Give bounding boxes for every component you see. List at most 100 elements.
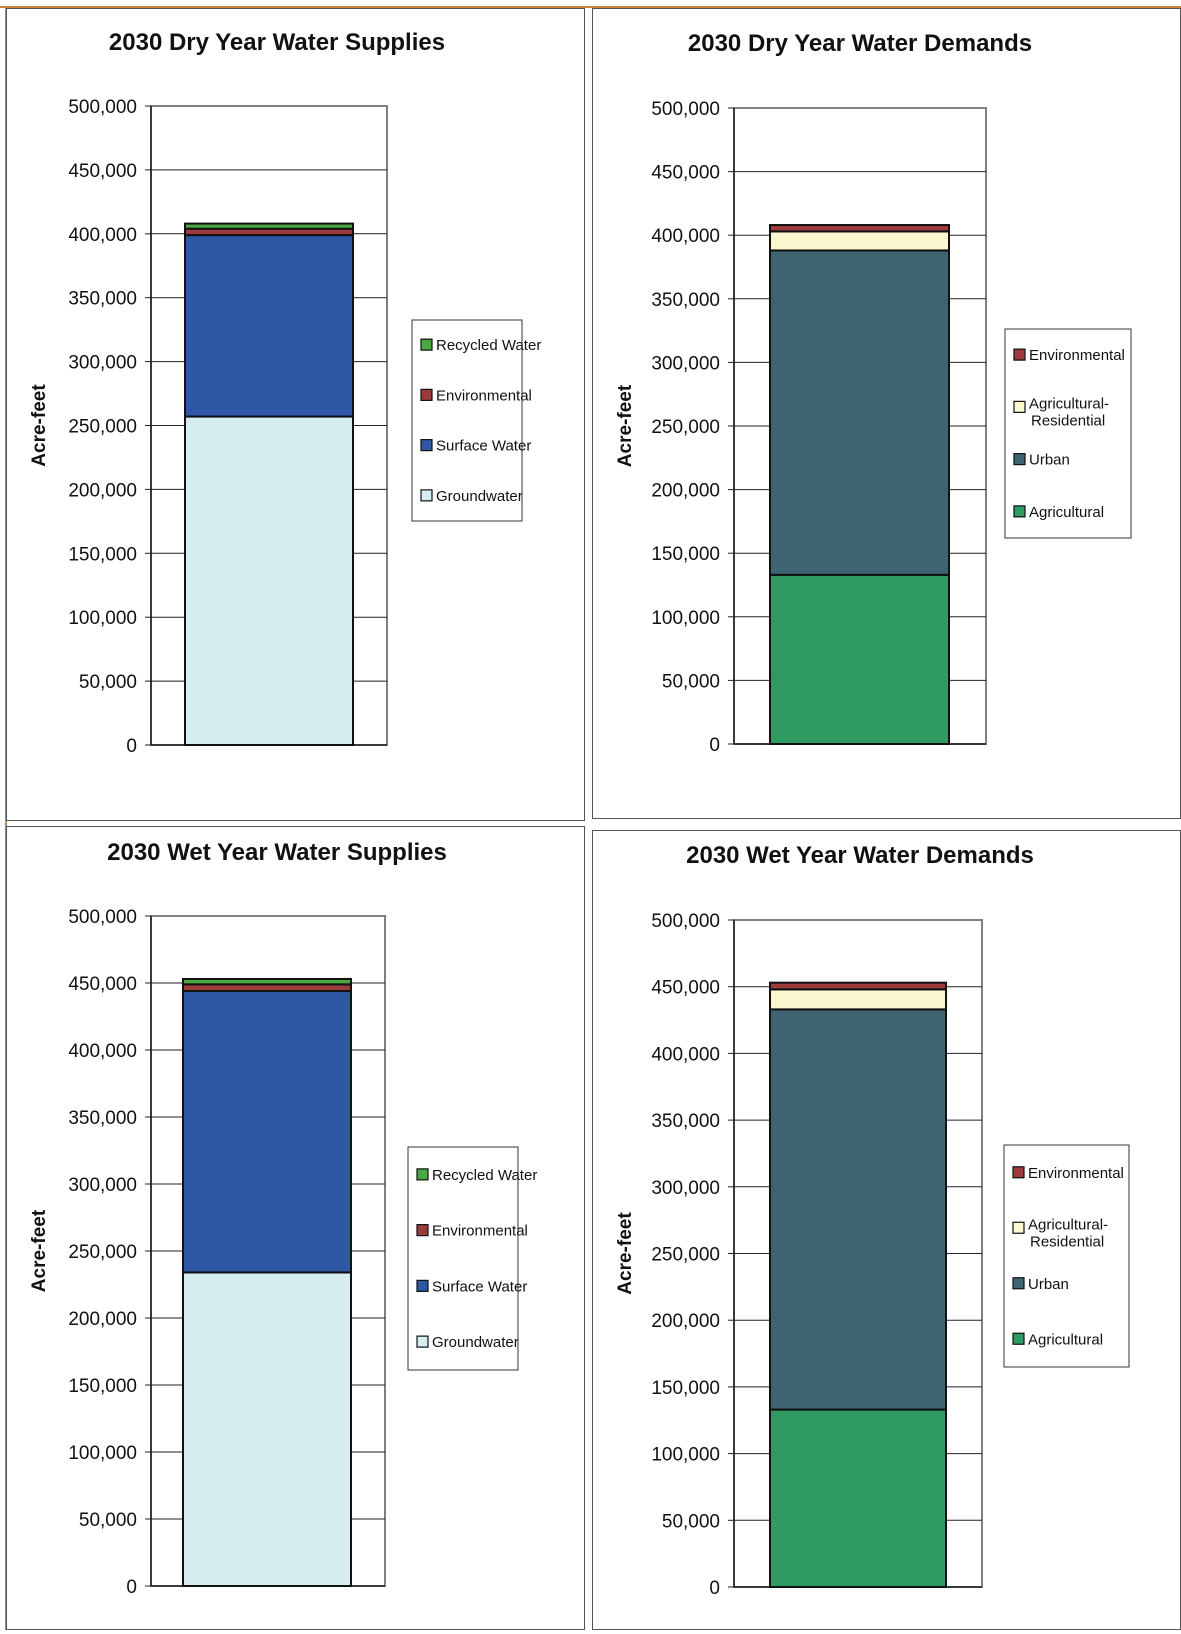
legend-swatch-agricultural (1013, 505, 1026, 518)
y-tick-label: 350,000 (651, 290, 720, 311)
legend-label-surface-water: Surface Water (436, 438, 531, 455)
y-tick-label: 400,000 (651, 226, 720, 247)
y-axis-label: Acre-feet (29, 1209, 50, 1292)
y-tick-label: 150,000 (68, 544, 137, 565)
legend: Environmental Agricultural-Residential Urb… (1003, 1144, 1130, 1368)
legend-label-environmental: Environmental (432, 1223, 528, 1240)
y-axis-label: Acre-feet (615, 384, 636, 467)
chart-wet-supplies: 2030 Wet Year Water Supplies 0 50,000 100,0… (29, 839, 537, 1598)
y-tick-label: 250,000 (651, 417, 720, 438)
bar-segment-recycled-water (184, 222, 354, 230)
y-tick-label: 150,000 (651, 544, 720, 565)
legend-label-agricultural-residential: Agricultural-Residential (1029, 395, 1109, 429)
bar-segment-groundwater (184, 415, 354, 746)
y-tick-label: 200,000 (68, 480, 137, 501)
legend-label-recycled-water: Recycled Water (432, 1167, 537, 1184)
legend-swatch-recycled-water (420, 338, 433, 351)
bar-segment-groundwater (182, 1271, 352, 1587)
legend-swatch-agricultural-residential (1012, 1221, 1025, 1234)
y-tick-label: 500,000 (68, 907, 137, 928)
legend-label-agricultural-residential: Agricultural-Residential (1028, 1216, 1108, 1250)
y-axis-label: Acre-feet (615, 1212, 636, 1295)
y-tick-label: 400,000 (68, 225, 137, 246)
y-tick-label: 500,000 (68, 97, 137, 118)
legend-label-environmental: Environmental (1029, 347, 1125, 364)
bar-segment-surface-water (184, 234, 354, 418)
bar-segment-urban (769, 249, 950, 576)
y-tick-label: 100,000 (68, 1443, 137, 1464)
y-tick-label: 250,000 (68, 1242, 137, 1263)
y-tick-label: 350,000 (68, 1108, 137, 1129)
legend-label-recycled-water: Recycled Water (436, 337, 541, 354)
panel-dry-demands: 2030 Dry Year Water Demands 0 50,000 100,00… (592, 8, 1181, 819)
y-tick-label: 350,000 (651, 1111, 720, 1132)
legend-swatch-environmental (1013, 348, 1026, 361)
legend-box (411, 319, 523, 522)
bar-segment-agricultural (769, 573, 950, 745)
legend-swatch-environmental (1012, 1166, 1025, 1179)
y-tick-label: 0 (709, 735, 720, 756)
y-tick-label: 50,000 (79, 672, 137, 693)
legend-box (1003, 1144, 1130, 1368)
y-tick-label: 100,000 (651, 608, 720, 629)
legend-label-groundwater: Groundwater (432, 1334, 519, 1351)
legend-label-surface-water: Surface Water (432, 1278, 527, 1295)
legend-label-urban: Urban (1029, 452, 1070, 469)
y-axis-label: Acre-feet (29, 384, 50, 467)
y-tick-label: 450,000 (651, 163, 720, 184)
y-tick-label: 100,000 (68, 608, 137, 629)
legend: Recycled Water Environmental Surface Water… (407, 1146, 537, 1371)
legend-swatch-surface-water (420, 439, 433, 452)
y-tick-label: 400,000 (68, 1041, 137, 1062)
y-tick-label: 450,000 (651, 978, 720, 999)
y-tick-label: 350,000 (68, 289, 137, 310)
bar-segment-surface-water (182, 990, 352, 1274)
legend-swatch-groundwater (416, 1335, 429, 1348)
legend-box (1004, 328, 1132, 539)
y-tick-label: 50,000 (662, 1511, 720, 1532)
y-tick-label: 0 (126, 736, 137, 757)
y-tick-label: 200,000 (651, 481, 720, 502)
legend-box (407, 1146, 519, 1371)
y-tick-label: 150,000 (651, 1378, 720, 1399)
legend-swatch-agricultural-residential (1013, 400, 1026, 413)
legend: Recycled Water Environmental Surface Water… (411, 319, 541, 522)
legend: Environmental Agricultural-Residential Urb… (1004, 328, 1132, 539)
y-tick-label: 500,000 (651, 911, 720, 932)
bar-segment-agricultural-residential (769, 230, 950, 252)
chart-title: 2030 Dry Year Water Demands (688, 30, 1032, 57)
y-tick-label: 50,000 (79, 1510, 137, 1531)
y-tick-label: 250,000 (68, 417, 137, 438)
legend-swatch-groundwater (420, 489, 433, 502)
y-tick-label: 400,000 (651, 1044, 720, 1065)
bar-segment-recycled-water (182, 977, 352, 986)
chart-wet-demands: 2030 Wet Year Water Demands 0 50,000 100,00… (615, 842, 1130, 1599)
chart-title: 2030 Dry Year Water Supplies (109, 29, 445, 56)
y-tick-label: 100,000 (651, 1445, 720, 1466)
y-tick-label: 300,000 (68, 353, 137, 374)
legend-label-environmental: Environmental (1028, 1165, 1124, 1182)
y-tick-label: 450,000 (68, 161, 137, 182)
panel-dry-supplies: 2030 Dry Year Water Supplies 0 50,000 100,0… (6, 8, 585, 821)
legend-swatch-agricultural (1012, 1332, 1025, 1345)
legend-swatch-recycled-water (416, 1168, 429, 1181)
chart-title: 2030 Wet Year Water Demands (686, 842, 1034, 869)
bar-segment-environmental (182, 983, 352, 993)
legend-swatch-environmental (420, 388, 433, 401)
y-tick-label: 150,000 (68, 1376, 137, 1397)
bar-segment-environmental (769, 981, 947, 991)
legend-label-groundwater: Groundwater (436, 488, 523, 505)
bar-segment-environmental (769, 224, 950, 233)
y-tick-label: 300,000 (68, 1175, 137, 1196)
bar-segment-agricultural-residential (769, 988, 947, 1011)
y-tick-label: 250,000 (651, 1245, 720, 1266)
frame-top-border (0, 6, 1181, 8)
y-tick-label: 50,000 (662, 671, 720, 692)
legend-label-urban: Urban (1028, 1276, 1069, 1293)
legend-label-agricultural: Agricultural (1028, 1331, 1103, 1348)
y-tick-label: 200,000 (651, 1311, 720, 1332)
y-tick-label: 450,000 (68, 974, 137, 995)
y-tick-label: 200,000 (68, 1309, 137, 1330)
y-tick-label: 0 (126, 1577, 137, 1598)
panel-wet-demands: 2030 Wet Year Water Demands 0 50,000 100,00… (592, 830, 1181, 1630)
